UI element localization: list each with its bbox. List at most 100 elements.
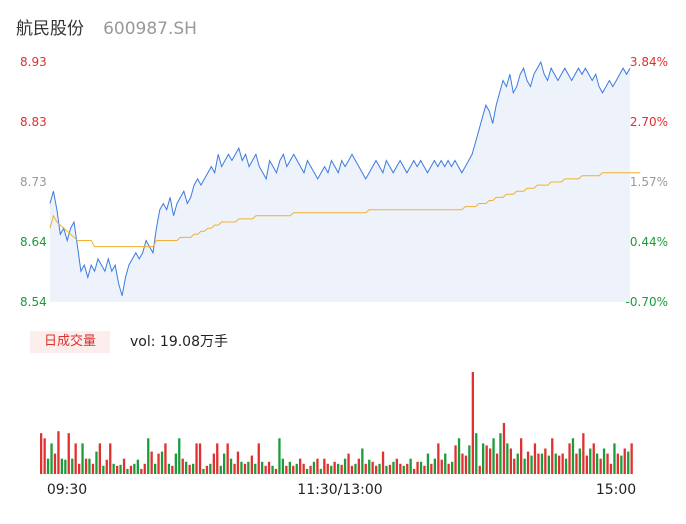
volume-bar xyxy=(46,458,50,474)
volume-bar xyxy=(602,448,606,474)
pct-tick-label: 1.57% xyxy=(630,175,668,189)
volume-bar xyxy=(288,461,291,474)
volume-bar xyxy=(381,451,385,474)
volume-bar xyxy=(523,458,526,474)
volume-bar xyxy=(43,438,46,474)
volume-bar xyxy=(330,465,333,474)
volume-bar xyxy=(575,453,578,474)
volume-bar xyxy=(623,448,626,474)
volume-bar xyxy=(178,438,181,474)
volume-bar xyxy=(613,443,616,474)
pct-tick-label: 2.70% xyxy=(630,115,668,129)
volume-bar xyxy=(430,463,433,474)
volume-bar xyxy=(254,463,257,474)
volume-bar xyxy=(406,463,409,474)
volume-bar xyxy=(299,458,302,474)
volume-bar xyxy=(188,464,191,474)
volume-bar xyxy=(98,443,101,474)
volume-bar xyxy=(309,465,312,474)
volume-bar xyxy=(129,465,133,474)
volume-bar xyxy=(533,443,537,474)
volume-bar xyxy=(105,459,108,474)
volume-bar xyxy=(205,465,209,474)
volume-bar xyxy=(226,443,229,474)
volume-bar xyxy=(437,443,440,474)
stock-header: 航民股份 600987.SH xyxy=(16,14,197,39)
volume-label-badge[interactable]: 日成交量 xyxy=(30,331,110,353)
volume-bar xyxy=(409,458,412,474)
volume-bar xyxy=(81,443,84,474)
volume-bar xyxy=(181,458,184,474)
volume-bar xyxy=(319,468,322,474)
volume-bar xyxy=(627,451,630,474)
volume-bar xyxy=(361,448,364,474)
volume-bar xyxy=(399,463,402,474)
volume-bar xyxy=(50,443,53,474)
volume-bar xyxy=(323,458,326,474)
volume-bar xyxy=(520,438,523,474)
volume-bar xyxy=(143,463,146,474)
volume-bar xyxy=(585,455,588,474)
volume-bar xyxy=(502,423,506,474)
volume-bar xyxy=(264,465,267,474)
volume-bar xyxy=(371,461,374,474)
pct-tick-label: 0.44% xyxy=(630,235,668,249)
volume-bar xyxy=(540,453,544,474)
volume-bar xyxy=(333,461,336,474)
volume-bar xyxy=(454,445,457,474)
volume-bar xyxy=(609,463,613,474)
volume-bar xyxy=(257,443,260,474)
volume-bar xyxy=(426,453,430,474)
volume-bar xyxy=(395,458,398,474)
volume-bar xyxy=(471,372,474,474)
volume-bar xyxy=(185,461,188,474)
volume-bar xyxy=(295,463,298,474)
volume-bar xyxy=(60,458,63,474)
volume-bar xyxy=(53,453,57,474)
volume-bar xyxy=(571,438,575,474)
volume-bar xyxy=(326,463,329,474)
volume-bar xyxy=(278,438,281,474)
volume-bar xyxy=(102,465,105,474)
volume-bar xyxy=(343,458,347,474)
volume-bar xyxy=(564,458,568,474)
volume-bar xyxy=(198,443,202,474)
volume-bar xyxy=(112,463,115,474)
volume-bar xyxy=(478,465,481,474)
volume-bar xyxy=(368,459,371,474)
volume-bar xyxy=(305,468,309,474)
volume-bar xyxy=(240,461,243,474)
volume-bar xyxy=(592,443,595,474)
volume-bar xyxy=(492,438,495,474)
volume-bar xyxy=(192,463,195,474)
volume-bar xyxy=(530,455,533,474)
volume-bar xyxy=(596,453,599,474)
volume-bar xyxy=(516,453,519,474)
volume-bar xyxy=(485,445,488,474)
volume-bar xyxy=(95,451,98,474)
price-tick-label: 8.54 xyxy=(20,295,47,309)
volume-bar xyxy=(385,465,388,474)
volume-bar xyxy=(74,443,77,474)
volume-bar xyxy=(271,465,274,474)
pct-tick-label: 3.84% xyxy=(630,55,668,69)
stock-code: 600987.SH xyxy=(103,19,197,39)
volume-bar xyxy=(154,463,157,474)
volume-bar xyxy=(216,443,219,474)
volume-bar xyxy=(160,451,164,474)
volume-bar xyxy=(468,445,471,474)
volume-bar xyxy=(558,455,561,474)
price-tick-label: 8.83 xyxy=(20,115,47,129)
volume-bar xyxy=(495,453,499,474)
volume-bar xyxy=(578,448,581,474)
volume-bar xyxy=(281,458,284,474)
volume-bar xyxy=(444,453,447,474)
time-tick-label: 11:30/13:00 xyxy=(297,482,382,498)
volume-bar xyxy=(119,464,122,474)
volume-bar xyxy=(174,453,177,474)
volume-bar xyxy=(347,453,350,474)
time-tick-label: 15:00 xyxy=(596,482,636,498)
volume-bar xyxy=(285,465,288,474)
avg-price-line xyxy=(49,172,641,248)
volume-bar xyxy=(378,463,381,474)
